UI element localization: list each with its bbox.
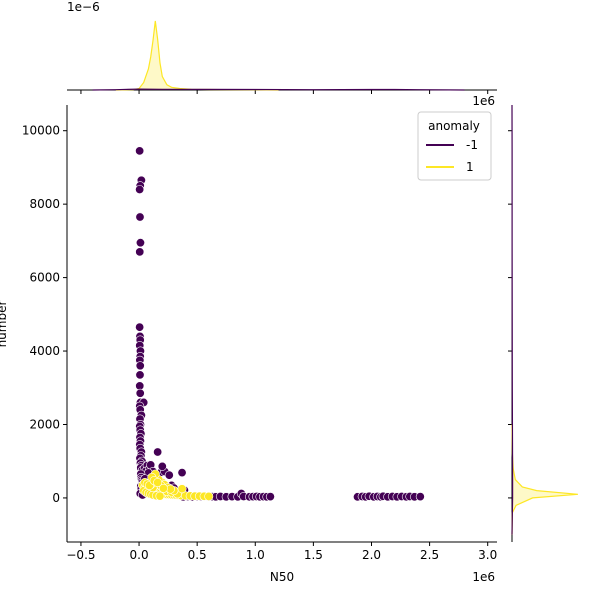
x-tick-label: 3.0	[478, 548, 497, 562]
point-anomaly-neg1	[164, 470, 174, 480]
point-anomaly-neg1	[177, 468, 187, 478]
legend: anomaly -1 1	[417, 111, 492, 181]
point-anomaly-neg1	[135, 322, 145, 332]
y-axis-label: number	[0, 301, 9, 348]
top-density-line-1	[115, 20, 279, 91]
point-anomaly-1	[177, 484, 187, 494]
x-tick-label: 2.5	[420, 548, 439, 562]
point-anomaly-neg1	[135, 238, 145, 248]
x-tick-label: −0.5	[66, 548, 95, 562]
legend-title: anomaly	[428, 119, 480, 133]
y-tick-label: 10000	[22, 124, 60, 138]
y-tick-label: 8000	[29, 197, 60, 211]
right-marginal-density	[511, 104, 578, 535]
right-marginal-axes	[508, 104, 578, 542]
top-density-line-neg1	[92, 88, 465, 91]
point-anomaly-neg1	[135, 146, 145, 156]
point-anomaly-neg1	[135, 184, 145, 194]
y-axis-ticks: 0 2000 4000 6000 8000 10000	[22, 124, 67, 505]
point-anomaly-1	[158, 483, 168, 493]
y-tick-label: 4000	[29, 344, 60, 358]
x-tick-label: 1.5	[304, 548, 323, 562]
point-anomaly-neg1	[415, 492, 425, 502]
top-marginal-axes: 1e−6 1e6	[67, 0, 497, 108]
x-tick-label: 2.0	[362, 548, 381, 562]
y-tick-label: 2000	[29, 417, 60, 431]
right-density-line-neg1	[511, 104, 514, 535]
point-anomaly-neg1	[135, 212, 145, 222]
point-anomaly-neg1	[135, 388, 145, 398]
point-anomaly-neg1	[135, 361, 145, 371]
top-marginal-ticks	[80, 90, 489, 94]
scatter-points	[135, 146, 425, 502]
point-anomaly-neg1	[135, 370, 145, 380]
top-offset-text: 1e−6	[67, 0, 100, 14]
x-axis-ticks: −0.5 0.0 0.5 1.0 1.5 2.0 2.5 3.0	[66, 542, 497, 562]
top-density-fill-1	[115, 21, 279, 90]
top-marginal-density	[92, 20, 465, 91]
point-anomaly-neg1	[135, 247, 145, 257]
right-marginal-ticks	[508, 130, 512, 499]
point-anomaly-1	[155, 491, 165, 501]
point-anomaly-neg1	[153, 447, 163, 457]
point-anomaly-neg1	[157, 461, 167, 471]
main-axes: −0.5 0.0 0.5 1.0 1.5 2.0 2.5 3.0 0 2000 4000 6000 8…	[0, 105, 497, 584]
right-density-fill-1	[512, 424, 578, 535]
x-tick-label: 0.0	[130, 548, 149, 562]
point-anomaly-1	[153, 478, 163, 488]
legend-label-neg1: -1	[466, 138, 478, 152]
x-offset-text: 1e6	[472, 570, 495, 584]
x-tick-label: 1.0	[246, 548, 265, 562]
x-tick-label: 0.5	[188, 548, 207, 562]
legend-frame	[417, 111, 492, 181]
top-x-offset-text: 1e6	[472, 94, 495, 108]
y-tick-label: 6000	[29, 271, 60, 285]
x-axis-label: N50	[270, 570, 294, 584]
legend-label-1: 1	[466, 160, 474, 174]
point-anomaly-1	[204, 491, 214, 501]
y-tick-label: 0	[52, 491, 60, 505]
right-density-line-1	[511, 424, 578, 535]
point-anomaly-neg1	[265, 492, 275, 502]
